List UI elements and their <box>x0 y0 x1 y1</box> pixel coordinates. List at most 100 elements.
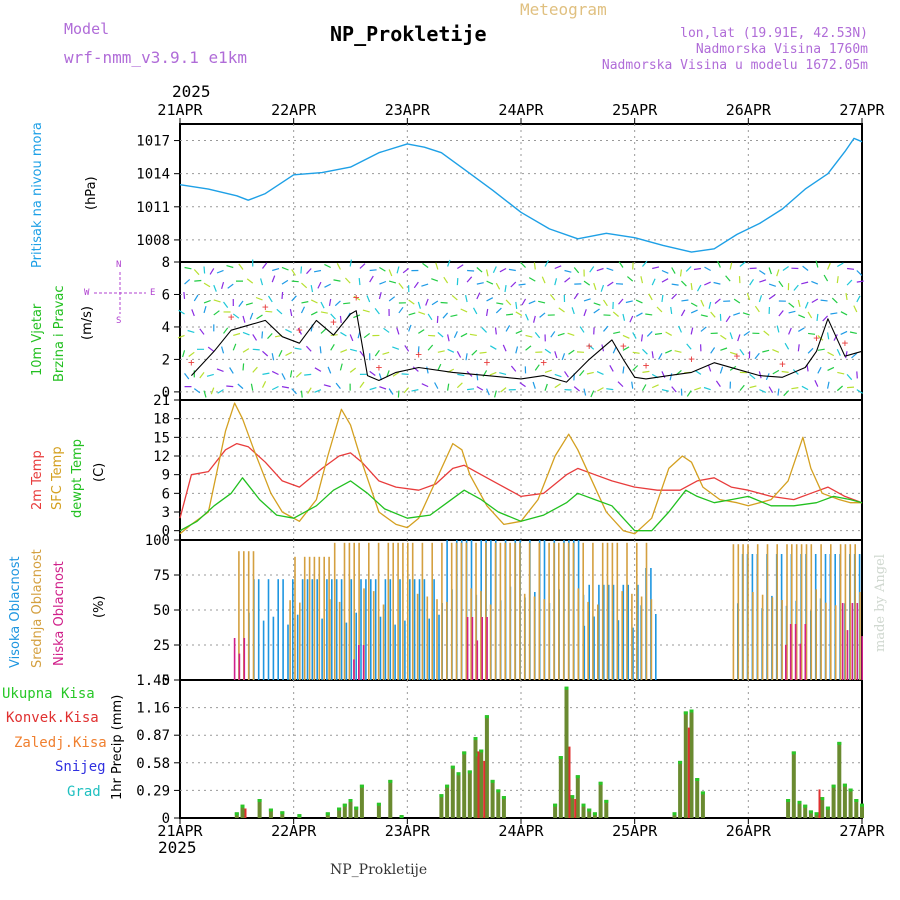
wind-arrow <box>349 259 352 267</box>
wind-arrow <box>359 263 366 269</box>
wind-arrow <box>583 388 587 396</box>
wind-arrow <box>671 267 676 274</box>
wind-arrow <box>396 327 400 335</box>
gust-marker: + <box>296 323 303 336</box>
wind-arrow <box>583 309 587 317</box>
wind-arrow <box>237 383 244 390</box>
wind-arrow <box>340 331 347 337</box>
mid_cloud-bar <box>402 542 404 680</box>
snow-label: Snijeg <box>55 759 106 775</box>
wind-arrow <box>743 330 750 336</box>
wind-arrow <box>184 278 191 285</box>
wind-arrow <box>544 348 552 354</box>
mid_cloud-bar <box>238 551 240 680</box>
wind-arrow <box>217 389 224 394</box>
wind-arrow <box>837 262 844 268</box>
high_cloud-bar <box>593 616 595 680</box>
y-tick-label: 0.58 <box>136 756 170 772</box>
mid_cloud-bar <box>567 542 570 680</box>
wind-arrow <box>435 262 439 270</box>
total-precip-cap <box>388 779 393 783</box>
mid_cloud-bar <box>805 544 808 680</box>
wind-arrow <box>661 389 669 392</box>
wind-arrow <box>193 294 199 302</box>
total-precip-cap <box>592 812 597 816</box>
wind-arrow <box>534 364 540 371</box>
wind-arrow <box>301 282 308 289</box>
total-precip-bar <box>501 796 506 818</box>
high_cloud-bar <box>607 584 610 680</box>
total-precip-cap <box>837 741 842 745</box>
total-precip-cap <box>803 804 808 808</box>
wind-arrow <box>754 305 760 313</box>
mid_cloud-bar <box>363 588 365 680</box>
wind-arrow <box>408 299 415 305</box>
y-tick-label: 100 <box>145 533 170 549</box>
wind-arrow <box>271 353 275 361</box>
mid_cloud-bar <box>489 604 492 680</box>
mid_cloud-bar <box>407 542 409 680</box>
wind-arrow <box>285 351 292 357</box>
wind-arrow <box>622 334 630 339</box>
high_cloud-bar <box>350 579 353 680</box>
mid_cloud-bar <box>849 544 852 680</box>
total-precip-cap <box>280 811 285 815</box>
high_cloud-bar <box>389 579 392 680</box>
wind-arrow <box>564 371 569 378</box>
wind-arrow <box>597 387 604 392</box>
wind-arrow <box>300 306 306 314</box>
wind-arrow <box>184 373 190 380</box>
wind-arrow <box>831 297 838 304</box>
wind-arrow <box>801 385 809 391</box>
mid_cloud-bar <box>650 599 653 680</box>
wind-arrow <box>814 380 819 387</box>
wind-arrow <box>467 388 475 391</box>
total-precip-bar <box>837 741 842 818</box>
high_cloud-bar <box>632 627 634 680</box>
wind-arrow <box>271 385 279 391</box>
mid_cloud-bar <box>766 544 769 680</box>
wind-arrow <box>573 267 580 274</box>
wind-arrow <box>330 343 335 351</box>
wind-arrow <box>567 332 575 337</box>
mid_cloud-bar <box>441 542 443 680</box>
sfc-temp-label: SFC Temp <box>50 446 65 510</box>
low_cloud-bar <box>358 645 360 680</box>
wind-arrow <box>758 295 763 303</box>
wind-arrow <box>704 281 711 286</box>
wind-arrow <box>661 294 664 303</box>
wind-arrow <box>199 328 205 335</box>
wind-arrow <box>255 296 263 301</box>
wind-arrow <box>289 308 293 317</box>
low_cloud-bar <box>794 624 797 680</box>
wind-arrow <box>447 383 450 391</box>
total-precip-cap <box>558 756 563 760</box>
high_cloud-bar <box>326 579 328 680</box>
total-precip-cap <box>342 803 347 807</box>
wind-arrow <box>606 267 614 272</box>
mid_cloud-bar <box>533 596 536 680</box>
wind-arrow <box>686 343 692 350</box>
wind-arrow <box>489 371 497 376</box>
wind-arrow <box>607 281 614 287</box>
wind-arrow <box>305 345 312 352</box>
gust-marker: + <box>228 310 235 323</box>
wind-arrow <box>327 366 332 374</box>
wind-arrow <box>791 387 799 390</box>
wind-arrow <box>680 309 686 317</box>
wind-arrow <box>708 301 712 309</box>
wind-arrow <box>425 298 429 306</box>
panel-frame <box>179 399 863 541</box>
low_cloud-bar <box>851 603 854 680</box>
total-precip-bar <box>700 791 705 818</box>
high_cloud-bar <box>603 584 605 680</box>
wind-arrow <box>700 326 707 332</box>
total-precip-bar <box>479 749 484 818</box>
high_cloud-bar <box>296 614 299 680</box>
wind-arrow <box>209 268 215 275</box>
wind-arrow <box>534 332 541 339</box>
low_cloud-bar <box>785 644 787 680</box>
mid_cloud-bar <box>450 542 453 680</box>
total-precip-bar <box>695 778 700 818</box>
wind-arrow <box>426 366 429 374</box>
